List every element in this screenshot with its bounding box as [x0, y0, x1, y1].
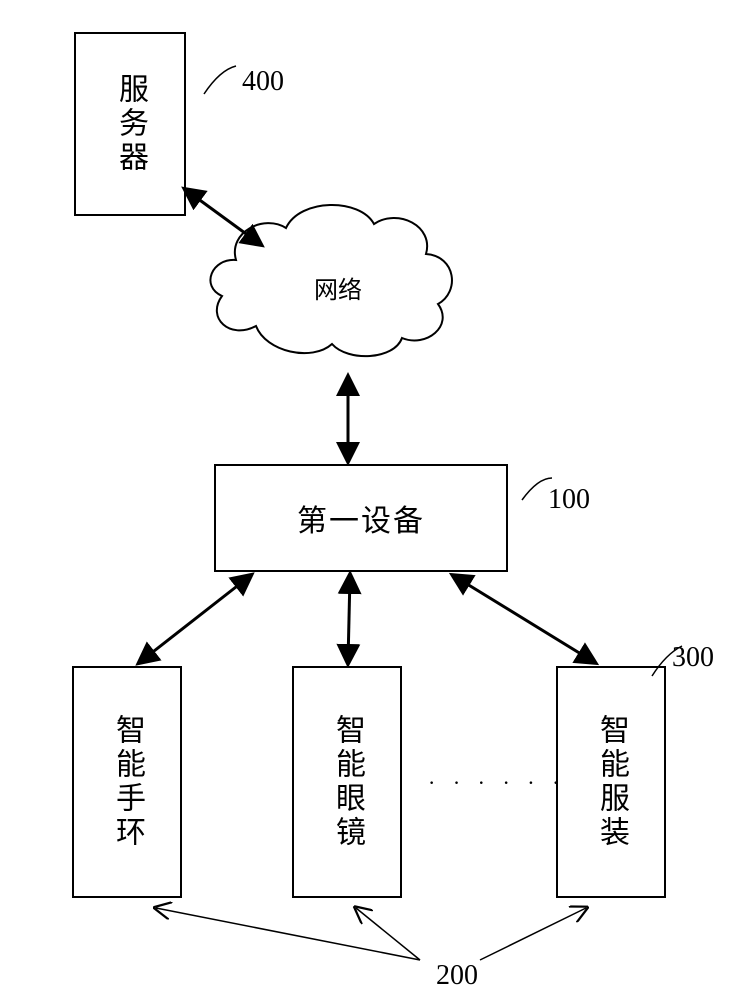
arrow-server-cloud: [186, 190, 260, 244]
node-server-label: 服务器: [108, 73, 152, 175]
ellipsis-dots: · · · · · ·: [428, 770, 565, 796]
ref-curve-400: [204, 66, 236, 94]
node-smart-band: 智能手环: [72, 666, 182, 898]
ref-200: 200: [436, 960, 478, 992]
cloud-label: 网络: [314, 277, 362, 304]
node-first-device: 第一设备: [214, 464, 508, 572]
thin-arrows: [156, 908, 586, 960]
arrow-200-to-band: [156, 908, 420, 960]
arrow-first-glasses: [348, 576, 350, 662]
diagram-canvas: 服务器 第一设备 智能手环 智能眼镜 智能服装 400 100 300 200 …: [0, 0, 729, 1000]
node-smart-glasses-label: 智能眼镜: [325, 714, 369, 850]
arrow-first-band: [140, 576, 250, 662]
node-smart-clothing-label: 智能服装: [589, 714, 633, 850]
arrow-200-to-glasses: [356, 908, 420, 960]
ref-100: 100: [548, 484, 590, 516]
node-first-device-label: 第一设备: [297, 496, 425, 540]
arrow-first-cloth: [454, 576, 594, 662]
node-smart-glasses: 智能眼镜: [292, 666, 402, 898]
arrow-200-to-cloth: [480, 908, 586, 960]
node-smart-band-label: 智能手环: [105, 714, 149, 850]
node-smart-clothing: 智能服装: [556, 666, 666, 898]
ref-300: 300: [672, 642, 714, 674]
node-server: 服务器: [74, 32, 186, 216]
double-arrows: [140, 190, 594, 662]
cloud-icon: [210, 205, 452, 356]
ref-400: 400: [242, 66, 284, 98]
